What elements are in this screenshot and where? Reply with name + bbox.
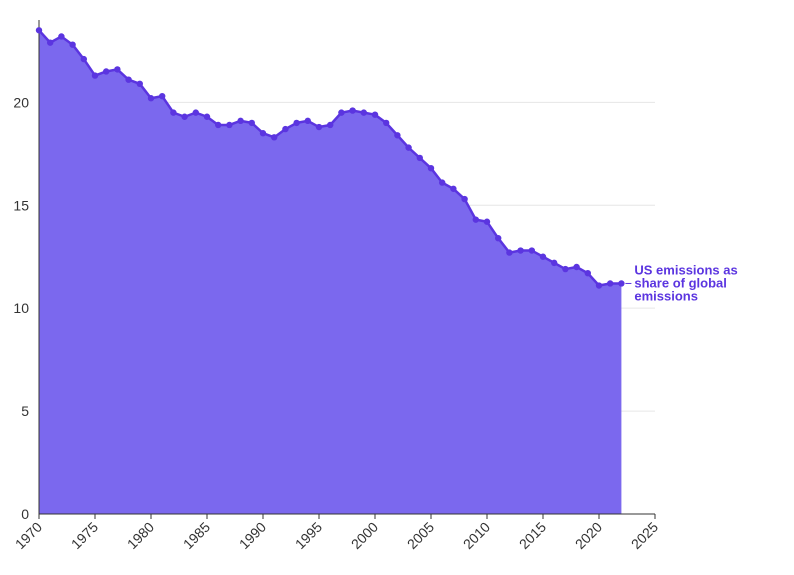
data-point [271,134,278,141]
x-tick-label: 1980 [124,519,157,552]
data-point [103,68,110,75]
data-point [360,109,367,116]
data-point [80,55,88,63]
y-tick-label: 20 [13,94,29,110]
data-point [304,117,311,125]
data-point [383,119,390,127]
series-area [39,30,622,515]
data-points [35,27,625,289]
data-point [427,165,435,172]
x-tick-label: 1995 [292,519,325,552]
x-tick-label: 2020 [572,519,605,552]
x-tick-label: 1985 [180,519,213,552]
data-point [450,185,457,192]
data-point [483,218,491,225]
data-point [114,66,121,73]
data-point [517,247,524,254]
data-point [35,27,43,34]
data-point [181,113,188,120]
data-point [58,33,65,40]
data-point [293,119,300,127]
y-tick-label: 15 [13,197,29,213]
x-tick-label: 2015 [516,519,549,552]
data-point [338,109,345,116]
data-point [237,117,244,125]
data-point [371,111,379,118]
x-tick-label: 1970 [12,519,45,552]
data-point [259,130,267,137]
x-tick-label: 2005 [404,519,437,552]
series-label: emissions [634,288,698,303]
data-point [327,121,334,129]
data-point [248,119,255,127]
data-point [192,109,199,116]
y-tick-label: 10 [13,300,29,316]
y-tick-label: 5 [21,403,29,419]
data-point [416,154,423,162]
data-point [91,72,99,79]
data-point [607,280,614,287]
data-point [539,253,547,260]
data-point [405,144,412,151]
data-point [618,280,625,287]
data-point [147,95,155,102]
area-layer [38,29,622,515]
data-point [562,265,569,273]
data-point [125,76,132,83]
data-point [170,109,177,116]
data-point [226,121,233,129]
data-point [472,216,479,223]
x-tick-label: 1975 [68,519,101,552]
x-tick-label: 2010 [460,519,493,552]
x-tick-label: 2000 [348,519,381,552]
data-point [69,41,76,48]
series-label: share of global [634,275,726,290]
data-point [551,259,558,267]
series-label: US emissions as [634,262,737,277]
x-tick-label: 1990 [236,519,269,552]
data-point [506,249,513,256]
y-tick-label: 0 [21,506,29,522]
data-point [349,107,356,114]
data-point [573,263,580,271]
x-tick-label: 2025 [628,519,661,552]
data-point [461,195,468,203]
data-point [595,282,603,289]
data-point [528,247,535,254]
data-point [315,123,323,131]
data-point [584,269,591,277]
data-point [203,113,211,120]
data-point [47,39,54,46]
data-point [282,125,289,133]
data-point [439,179,446,186]
data-point [215,121,222,129]
data-point [394,132,401,139]
data-point [136,80,143,88]
data-point [159,92,166,100]
data-point [495,234,502,242]
